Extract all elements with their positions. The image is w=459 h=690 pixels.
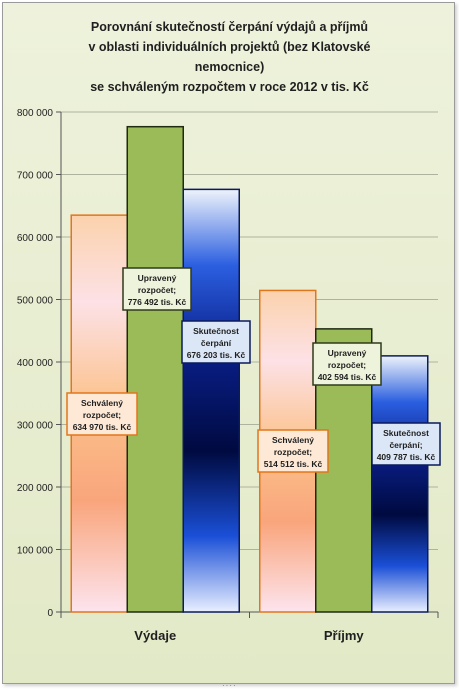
data-label-text: Upravený	[138, 273, 177, 283]
data-label-text: čerpání	[201, 338, 232, 348]
data-label-0-1: Upravený rozpočet; 776 492 tis. Kč	[122, 267, 192, 311]
data-labels: Schválený rozpočet; 634 970 tis. Kč Upraven…	[66, 267, 441, 473]
data-label-text: rozpočet;	[83, 410, 121, 420]
data-label-text: Skutečnost	[383, 428, 429, 438]
bar-0-2	[182, 188, 240, 613]
data-label-text: Schválený	[81, 398, 123, 408]
y-tick-label: 800 000	[17, 108, 54, 119]
y-tick-label: 100 000	[17, 546, 54, 557]
bar-0-1	[126, 125, 184, 613]
data-label-text: 776 492 tis. Kč	[128, 297, 187, 307]
data-label-text: 514 512 tis. Kč	[264, 459, 323, 469]
data-label-text: 634 970 tis. Kč	[73, 422, 132, 432]
data-label-text: Upravený	[328, 348, 367, 358]
chart-title-line-2: v oblasti individuálních projektů (bez K…	[88, 40, 371, 54]
y-tick-label: 0	[47, 608, 53, 619]
data-label-text: Schválený	[272, 435, 314, 445]
chart-title-line-3: nemocnice)	[194, 60, 265, 74]
y-tick-label: 500 000	[17, 296, 54, 307]
data-label-1-0: Schválený rozpočet; 514 512 tis. Kč	[257, 429, 329, 473]
y-tick-label: 400 000	[17, 358, 54, 369]
chart-title-line-1: Porovnání skutečností čerpání výdajů a p…	[90, 20, 369, 34]
chart-title: Porovnání skutečností čerpání výdajů a p…	[3, 17, 456, 97]
data-label-text: 402 594 tis. Kč	[318, 372, 377, 382]
data-label-1-1: Upravený rozpočet; 402 594 tis. Kč	[312, 342, 382, 386]
data-label-text: 409 787 tis. Kč	[377, 452, 436, 462]
x-category-label: Příjmy	[324, 628, 365, 643]
y-tick-label: 700 000	[17, 171, 54, 182]
y-tick-label: 300 000	[17, 421, 54, 432]
data-label-0-2: Skutečnost čerpání 676 203 tis. Kč	[181, 320, 251, 364]
data-label-0-0: Schválený rozpočet; 634 970 tis. Kč	[66, 392, 138, 436]
data-label-text: čerpání;	[389, 440, 422, 450]
data-label-text: rozpočet;	[328, 360, 366, 370]
y-tick-label: 200 000	[17, 483, 54, 494]
bar-1-2	[371, 355, 429, 613]
data-label-1-2: Skutečnost čerpání; 409 787 tis. Kč	[371, 422, 441, 466]
y-tick-label: 600 000	[17, 233, 54, 244]
data-label-text: Skutečnost	[193, 326, 239, 336]
data-label-text: rozpočet;	[138, 285, 176, 295]
data-label-text: 676 203 tis. Kč	[187, 350, 246, 360]
data-label-text: rozpočet;	[274, 447, 312, 457]
resize-grip[interactable]: ····	[222, 681, 237, 690]
x-category-label: Výdaje	[134, 628, 176, 643]
chart-title-line-4: se schváleným rozpočtem v roce 2012 v ti…	[90, 80, 369, 94]
axes: 0 100 000 200 000 300 000 400 000 500 000 600 …	[17, 108, 439, 643]
